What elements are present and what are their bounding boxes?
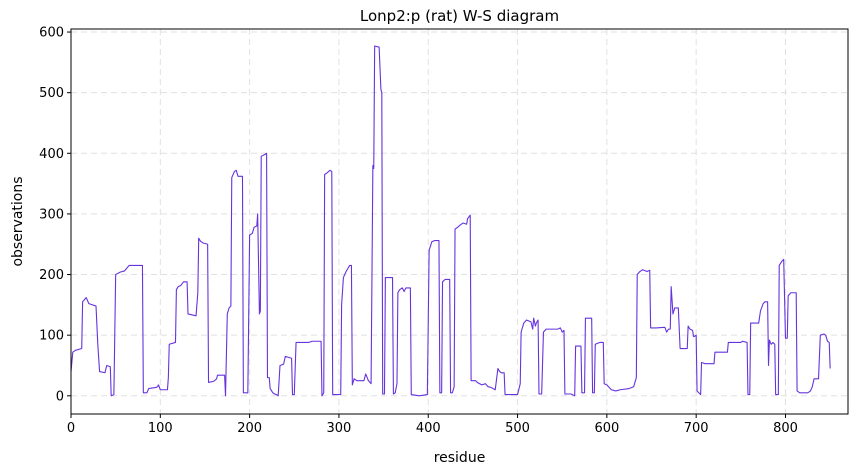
plot-frame: [70, 28, 849, 415]
x-tick-label: 100: [148, 421, 173, 436]
x-axis-label: residue: [434, 450, 486, 466]
x-tick-label: 700: [684, 421, 709, 436]
x-tick-label: 500: [505, 421, 530, 436]
y-tick-label: 600: [39, 26, 64, 41]
y-axis-ticks: 0 100 200 300 400 500 600: [39, 26, 71, 404]
x-tick-label: 300: [327, 421, 352, 436]
chart-title: Lonp2:p (rat) W-S diagram: [360, 7, 559, 25]
y-tick-label: 200: [39, 268, 64, 283]
y-tick-label: 0: [56, 389, 64, 404]
x-tick-label: 800: [773, 421, 798, 436]
x-tick-label: 200: [237, 421, 262, 436]
y-tick-label: 300: [39, 207, 64, 222]
y-axis-label: observations: [10, 176, 26, 266]
x-tick-label: 600: [594, 421, 619, 436]
x-tick-label: 0: [67, 421, 75, 436]
x-tick-label: 400: [416, 421, 441, 436]
series-layer: [70, 45, 831, 397]
y-tick-label: 500: [39, 86, 64, 101]
series-line: [70, 45, 831, 397]
y-tick-label: 400: [39, 147, 64, 162]
x-axis-ticks: 0 100 200 300 400 500 600 700 800: [67, 414, 798, 436]
y-tick-label: 100: [39, 329, 64, 344]
